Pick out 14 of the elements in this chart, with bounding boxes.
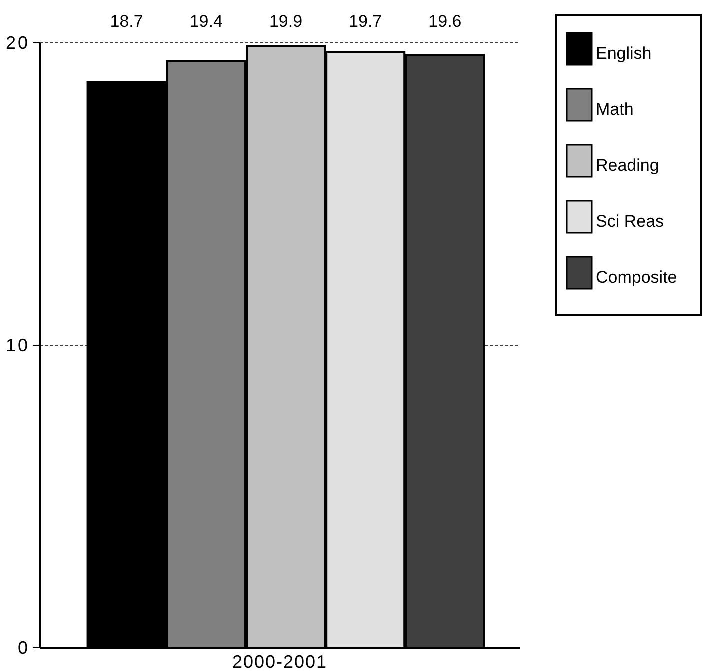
y-tick-label: 20 <box>6 33 30 53</box>
data-label: 19.6 <box>428 12 462 31</box>
y-tick-label: 0 <box>18 638 30 658</box>
data-label: 19.7 <box>349 12 382 31</box>
x-axis-title: 2000-2001 <box>232 652 328 671</box>
legend-label: Reading <box>596 156 660 175</box>
legend-label: Composite <box>596 268 678 287</box>
data-label: 19.9 <box>269 12 303 31</box>
legend-label: Math <box>596 100 634 119</box>
legend-label: Sci Reas <box>596 212 664 231</box>
data-label: 19.4 <box>190 12 223 31</box>
y-tick-label: 10 <box>6 336 30 356</box>
data-label: 18.7 <box>110 12 144 31</box>
legend-label: English <box>596 44 652 63</box>
